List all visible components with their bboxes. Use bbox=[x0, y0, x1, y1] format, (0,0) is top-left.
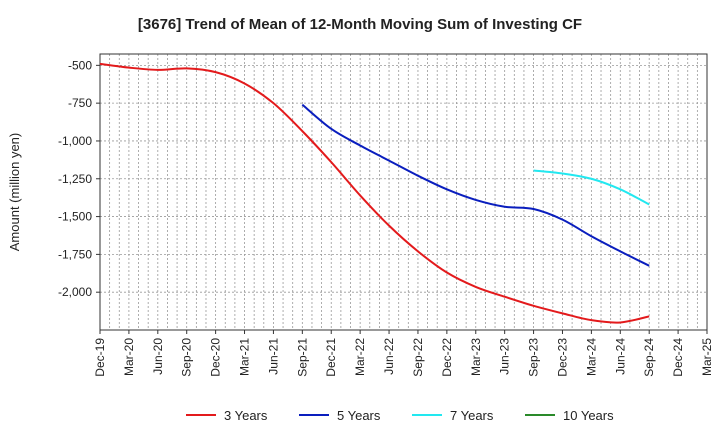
x-tick-label: Mar-25 bbox=[700, 338, 714, 376]
y-axis: -500 -750 -1,000 -1,250 -1,500 -1,750 -2,000 bbox=[58, 58, 100, 299]
series-line-5-years bbox=[301, 103, 650, 267]
x-tick-label: Sep-22 bbox=[411, 338, 425, 377]
x-tick-label: Dec-22 bbox=[440, 338, 454, 377]
legend-label-7-years: 7 Years bbox=[450, 408, 494, 423]
x-tick-label: Sep-23 bbox=[527, 338, 541, 377]
x-axis: Dec-19 Mar-20 Jun-20 Sep-20 Dec-20 Mar-21 Jun-… bbox=[93, 330, 714, 377]
y-tick-label: -1,250 bbox=[58, 172, 92, 186]
grid bbox=[100, 54, 707, 330]
x-tick-label: Mar-23 bbox=[469, 338, 483, 376]
x-tick-label: Dec-20 bbox=[209, 338, 223, 377]
series-layer bbox=[99, 62, 650, 324]
x-tick-label: Mar-21 bbox=[238, 338, 252, 376]
legend-label-10-years: 10 Years bbox=[563, 408, 614, 423]
x-tick-label: Dec-23 bbox=[555, 338, 569, 377]
series-line-7-years bbox=[533, 169, 650, 206]
x-tick-label: Mar-24 bbox=[584, 338, 598, 376]
y-tick-label: -2,000 bbox=[58, 285, 92, 299]
y-axis-label: Amount (million yen) bbox=[7, 133, 22, 252]
legend-label-5-years: 5 Years bbox=[337, 408, 381, 423]
y-tick-label: -750 bbox=[68, 96, 92, 110]
y-tick-label: -500 bbox=[68, 58, 92, 72]
x-tick-label: Jun-24 bbox=[613, 338, 627, 375]
x-tick-label: Jun-23 bbox=[498, 338, 512, 375]
plot-area bbox=[99, 53, 708, 331]
y-tick-label: -1,000 bbox=[58, 134, 92, 148]
x-tick-label: Jun-21 bbox=[266, 338, 280, 375]
x-tick-label: Jun-20 bbox=[151, 338, 165, 375]
x-tick-label: Dec-24 bbox=[671, 338, 685, 377]
legend: 3 Years 5 Years 7 Years 10 Years bbox=[186, 408, 614, 423]
chart-title: [3676] Trend of Mean of 12-Month Moving … bbox=[138, 16, 582, 33]
x-tick-label: Sep-20 bbox=[180, 338, 194, 377]
x-tick-label: Sep-24 bbox=[642, 338, 656, 377]
y-tick-label: -1,500 bbox=[58, 210, 92, 224]
x-tick-label: Dec-19 bbox=[93, 338, 107, 377]
x-tick-label: Dec-21 bbox=[324, 338, 338, 377]
x-tick-label: Mar-20 bbox=[122, 338, 136, 376]
x-tick-label: Jun-22 bbox=[382, 338, 396, 375]
series-line-3-years bbox=[99, 62, 650, 324]
x-tick-label: Mar-22 bbox=[353, 338, 367, 376]
y-tick-label: -1,750 bbox=[58, 247, 92, 261]
x-tick-label: Sep-21 bbox=[295, 338, 309, 377]
legend-label-3-years: 3 Years bbox=[224, 408, 268, 423]
